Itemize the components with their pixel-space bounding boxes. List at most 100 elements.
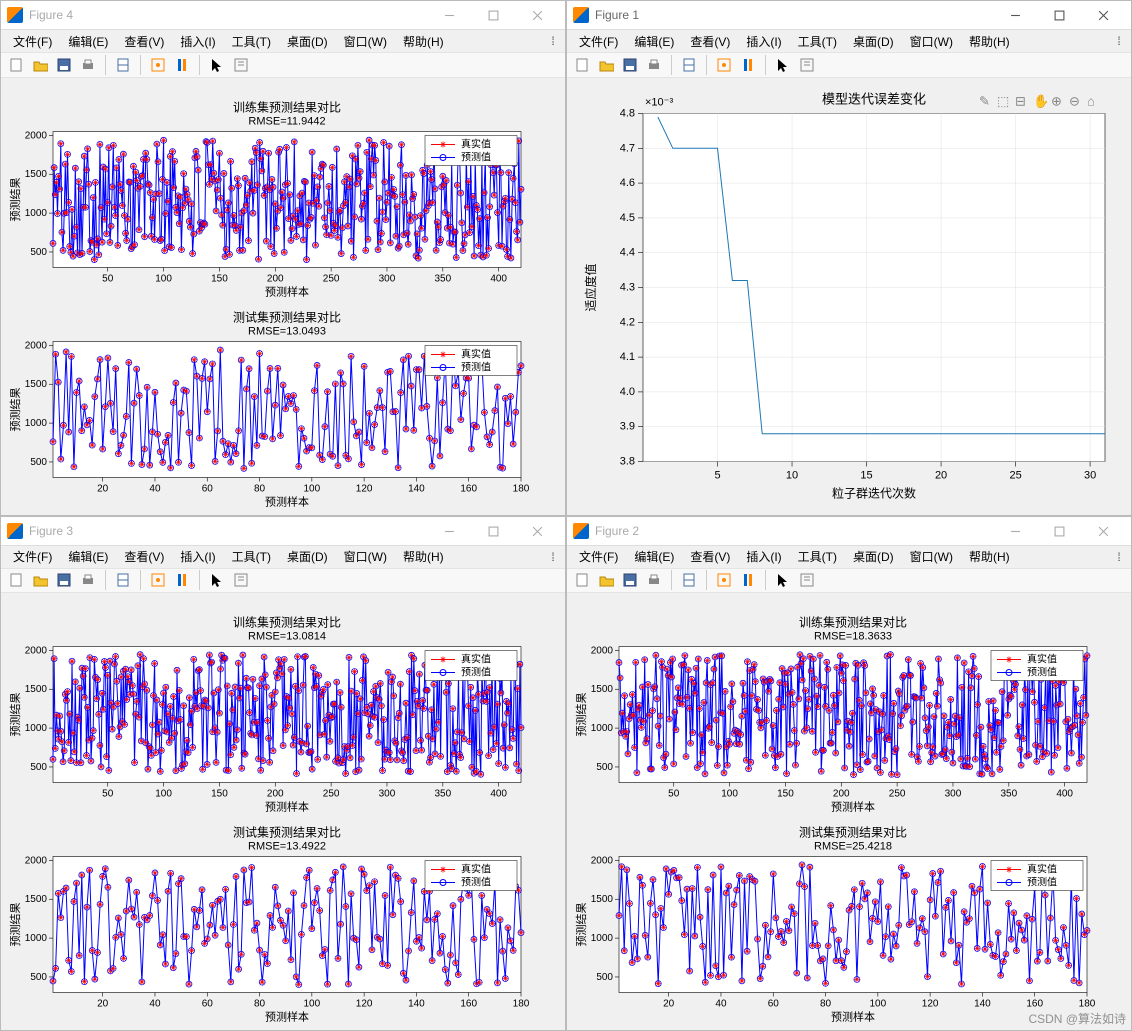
menu-item[interactable]: 桌面(D)	[845, 31, 902, 52]
maximize-button[interactable]	[1037, 517, 1081, 545]
menu-item[interactable]: 窗口(W)	[902, 546, 961, 567]
minimize-button[interactable]	[993, 1, 1037, 29]
toolbar-separator	[765, 570, 766, 590]
titlebar[interactable]: Figure 1	[567, 1, 1131, 30]
menu-item[interactable]: 桌面(D)	[845, 546, 902, 567]
menu-item[interactable]: 插入(I)	[738, 546, 789, 567]
print-icon[interactable]	[643, 569, 665, 591]
minimize-button[interactable]	[427, 517, 471, 545]
open-folder-icon[interactable]	[29, 54, 51, 76]
menu-item[interactable]: 桌面(D)	[279, 546, 336, 567]
menu-item[interactable]: 帮助(H)	[395, 546, 452, 567]
insert-icon[interactable]	[796, 569, 818, 591]
menu-overflow-icon[interactable]: ⁞	[1111, 550, 1127, 564]
page-setup-icon[interactable]	[678, 569, 700, 591]
colorbar-icon[interactable]	[171, 569, 193, 591]
save-icon[interactable]	[53, 54, 75, 76]
print-icon[interactable]	[643, 54, 665, 76]
cursor-icon[interactable]	[206, 54, 228, 76]
open-folder-icon[interactable]	[595, 54, 617, 76]
datatip-icon[interactable]	[147, 569, 169, 591]
cursor-icon[interactable]	[772, 54, 794, 76]
svg-text:10: 10	[786, 470, 798, 482]
menu-item[interactable]: 窗口(W)	[336, 31, 395, 52]
axes-tool-icon[interactable]: ⬚	[997, 94, 1009, 109]
axes-tool-icon[interactable]: ⊖	[1069, 94, 1080, 109]
menu-item[interactable]: 桌面(D)	[279, 31, 336, 52]
menu-item[interactable]: 编辑(E)	[626, 546, 682, 567]
minimize-button[interactable]	[993, 517, 1037, 545]
print-icon[interactable]	[77, 569, 99, 591]
close-button[interactable]	[515, 1, 559, 29]
datatip-icon[interactable]	[713, 54, 735, 76]
maximize-button[interactable]	[1037, 1, 1081, 29]
insert-icon[interactable]	[230, 569, 252, 591]
menu-item[interactable]: 文件(F)	[571, 546, 626, 567]
menu-item[interactable]: 工具(T)	[790, 546, 845, 567]
menu-item[interactable]: 工具(T)	[790, 31, 845, 52]
maximize-button[interactable]	[471, 517, 515, 545]
titlebar[interactable]: Figure 3	[1, 517, 565, 546]
save-icon[interactable]	[619, 569, 641, 591]
titlebar[interactable]: Figure 2	[567, 517, 1131, 546]
new-file-icon[interactable]	[571, 54, 593, 76]
titlebar[interactable]: Figure 4	[1, 1, 565, 30]
menu-item[interactable]: 文件(F)	[5, 31, 60, 52]
colorbar-icon[interactable]	[737, 569, 759, 591]
menu-item[interactable]: 帮助(H)	[395, 31, 452, 52]
print-icon[interactable]	[77, 54, 99, 76]
menu-item[interactable]: 文件(F)	[571, 31, 626, 52]
new-file-icon[interactable]	[5, 569, 27, 591]
menu-item[interactable]: 工具(T)	[224, 31, 279, 52]
svg-text:适应度值: 适应度值	[583, 263, 598, 311]
menu-item[interactable]: 编辑(E)	[60, 546, 116, 567]
menu-overflow-icon[interactable]: ⁞	[1111, 34, 1127, 48]
axes-tool-icon[interactable]: ⊕	[1051, 94, 1062, 109]
axes-tool-icon[interactable]: ✋	[1033, 94, 1049, 109]
close-button[interactable]	[1081, 517, 1125, 545]
insert-icon[interactable]	[796, 54, 818, 76]
menu-item[interactable]: 帮助(H)	[961, 31, 1018, 52]
menu-item[interactable]: 查看(V)	[116, 31, 172, 52]
menu-item[interactable]: 插入(I)	[172, 546, 223, 567]
menu-overflow-icon[interactable]: ⁞	[545, 550, 561, 564]
open-folder-icon[interactable]	[595, 569, 617, 591]
menu-item[interactable]: 编辑(E)	[626, 31, 682, 52]
colorbar-icon[interactable]	[737, 54, 759, 76]
menu-item[interactable]: 插入(I)	[738, 31, 789, 52]
menu-item[interactable]: 文件(F)	[5, 546, 60, 567]
menu-item[interactable]: 插入(I)	[172, 31, 223, 52]
datatip-icon[interactable]	[713, 569, 735, 591]
axes-tool-icon[interactable]: ✎	[979, 94, 990, 109]
menu-item[interactable]: 帮助(H)	[961, 546, 1018, 567]
open-folder-icon[interactable]	[29, 569, 51, 591]
axes-tool-icon[interactable]: ⌂	[1087, 94, 1095, 109]
menu-item[interactable]: 查看(V)	[682, 546, 738, 567]
page-setup-icon[interactable]	[678, 54, 700, 76]
cursor-icon[interactable]	[206, 569, 228, 591]
menu-item[interactable]: 查看(V)	[682, 31, 738, 52]
menu-item[interactable]: 编辑(E)	[60, 31, 116, 52]
svg-text:250: 250	[323, 789, 340, 800]
menu-item[interactable]: 工具(T)	[224, 546, 279, 567]
new-file-icon[interactable]	[571, 569, 593, 591]
new-file-icon[interactable]	[5, 54, 27, 76]
cursor-icon[interactable]	[772, 569, 794, 591]
svg-text:训练集预测结果对比: 训练集预测结果对比	[233, 615, 341, 630]
datatip-icon[interactable]	[147, 54, 169, 76]
save-icon[interactable]	[53, 569, 75, 591]
colorbar-icon[interactable]	[171, 54, 193, 76]
close-button[interactable]	[515, 517, 559, 545]
insert-icon[interactable]	[230, 54, 252, 76]
maximize-button[interactable]	[471, 1, 515, 29]
minimize-button[interactable]	[427, 1, 471, 29]
close-button[interactable]	[1081, 1, 1125, 29]
page-setup-icon[interactable]	[112, 54, 134, 76]
menu-item[interactable]: 窗口(W)	[336, 546, 395, 567]
menu-item[interactable]: 查看(V)	[116, 546, 172, 567]
save-icon[interactable]	[619, 54, 641, 76]
axes-tool-icon[interactable]: ⊟	[1015, 94, 1026, 109]
page-setup-icon[interactable]	[112, 569, 134, 591]
menu-overflow-icon[interactable]: ⁞	[545, 34, 561, 48]
menu-item[interactable]: 窗口(W)	[902, 31, 961, 52]
